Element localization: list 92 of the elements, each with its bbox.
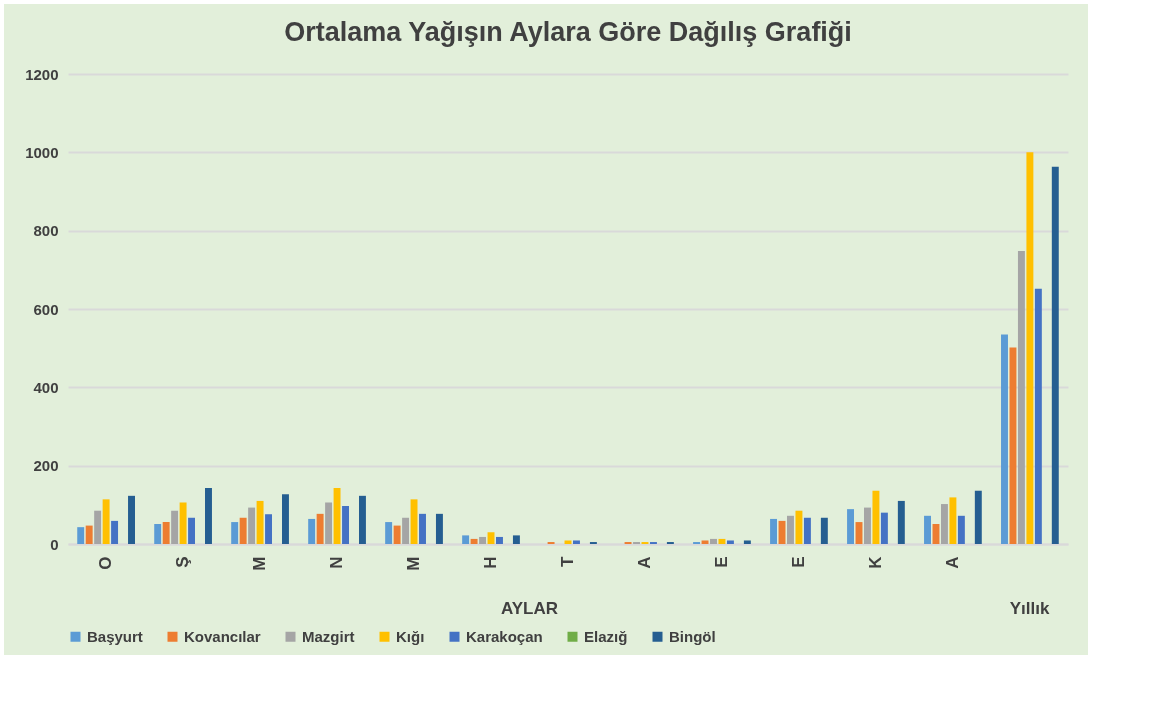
x-tick-label: H [481, 556, 501, 569]
text: AYLAR [501, 599, 559, 618]
x-tick-label: K [865, 555, 885, 569]
y-tick-label: 400 [33, 378, 59, 396]
bar [803, 517, 811, 544]
x-tick-label: A [634, 556, 654, 569]
bar [239, 517, 247, 544]
bar [726, 540, 734, 544]
bar [770, 518, 778, 544]
bar [256, 500, 264, 544]
bar [128, 495, 135, 544]
legend-label: Bingöl [669, 627, 716, 645]
bar [358, 495, 366, 544]
y-tick-label: 600 [33, 300, 59, 318]
bar [701, 540, 709, 544]
x-tick-label: N [327, 556, 347, 569]
x-tick-label: M [250, 556, 270, 571]
bar [718, 538, 726, 544]
x-tick-label: T [558, 555, 577, 567]
bar [924, 515, 931, 544]
bar [111, 520, 119, 544]
x-tick-label: E [711, 556, 731, 568]
bar [77, 527, 85, 544]
x-tick-label: O [96, 556, 116, 570]
bar [435, 513, 443, 544]
bar [743, 540, 751, 544]
bar [710, 538, 717, 544]
bar [248, 507, 256, 544]
bar [847, 509, 854, 544]
bar [419, 513, 426, 544]
legend-label: Kığı [396, 627, 425, 645]
bar [410, 499, 418, 544]
bar [179, 502, 187, 544]
bar [572, 540, 580, 544]
bar [94, 510, 102, 544]
bar [1009, 347, 1017, 544]
bar [1026, 152, 1034, 544]
legend-label: Elazığ [584, 627, 628, 645]
bar [462, 535, 470, 544]
bar [787, 515, 794, 544]
bar [897, 500, 905, 544]
bar [162, 522, 170, 544]
x-tick-label: A [942, 556, 962, 569]
chart-title: Ortalama Yağışın Aylara Göre Dağılış Grafiği [284, 17, 852, 47]
bar [1034, 288, 1042, 544]
bar [479, 536, 487, 544]
x-tick-label: M [404, 556, 424, 571]
x-tick-label: E [788, 556, 808, 568]
bar [282, 494, 289, 544]
bar [872, 490, 880, 544]
y-tick-label: 1000 [25, 143, 59, 161]
y-tick-label: 200 [33, 457, 59, 475]
bar [863, 507, 871, 544]
y-tick-label: 1200 [25, 65, 59, 83]
legend-label: Kovancılar [184, 627, 261, 645]
bar [402, 517, 410, 544]
legend-label: Başyurt [87, 627, 143, 645]
bar [795, 510, 803, 544]
bar [957, 515, 965, 544]
bar [342, 506, 349, 544]
text: Yıllık [1009, 599, 1050, 618]
bar [102, 499, 110, 544]
bar [1051, 166, 1059, 544]
bar [205, 487, 212, 544]
y-tick-label: 800 [33, 222, 59, 240]
bar [85, 525, 93, 544]
bar [188, 517, 196, 544]
bar [316, 513, 324, 544]
y-tick-label: 0 [50, 535, 59, 553]
legend-label: Karakoçan [466, 627, 543, 645]
bar [1017, 251, 1025, 544]
bar [385, 522, 393, 544]
bar [325, 502, 333, 544]
bar [333, 487, 341, 544]
bar [231, 522, 239, 544]
bar [265, 514, 273, 544]
bar [393, 525, 401, 544]
bar [564, 540, 572, 544]
bar [1001, 334, 1008, 544]
legend-label: Mazgirt [302, 627, 355, 645]
bar [496, 536, 503, 544]
x-tick-label: Ş [173, 556, 193, 568]
bar [820, 517, 828, 544]
bar [974, 490, 982, 544]
bar [880, 512, 888, 544]
bar [154, 524, 162, 544]
bar [940, 504, 948, 544]
bar [949, 497, 957, 544]
bar [512, 535, 520, 544]
bar [470, 538, 478, 544]
bar [308, 518, 316, 544]
bar [171, 510, 179, 544]
